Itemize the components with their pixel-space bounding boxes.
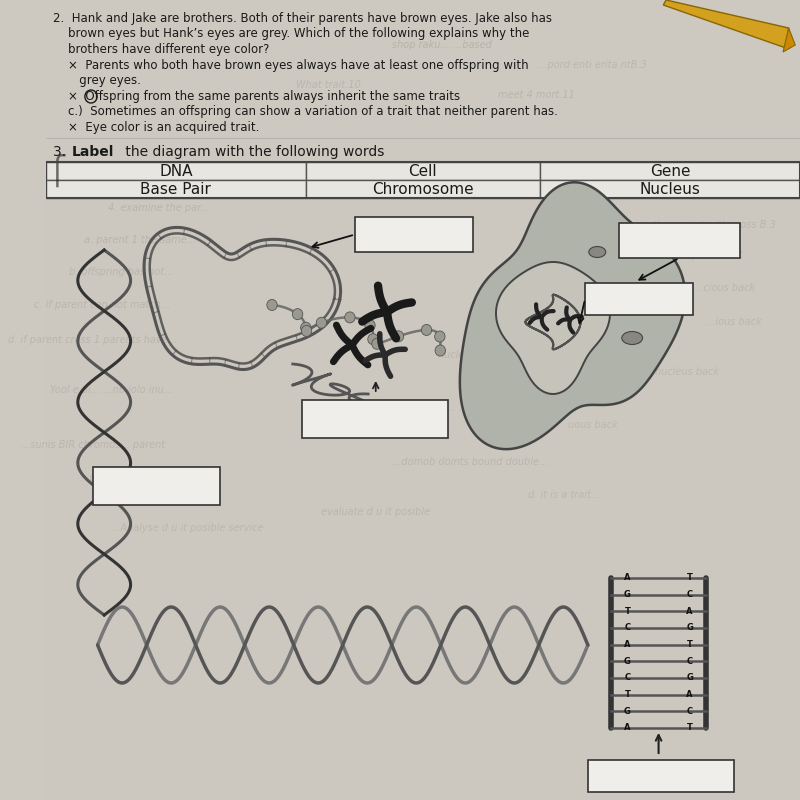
Circle shape	[435, 345, 446, 356]
Text: What trait.10: What trait.10	[296, 80, 361, 90]
Text: a. parent 1 the same...: a. parent 1 the same...	[84, 235, 196, 245]
Bar	[306, 180, 540, 198]
Text: brown eyes but Hank’s eyes are grey. Which of the following explains why the: brown eyes but Hank’s eyes are grey. Whi…	[54, 27, 530, 41]
Text: A: A	[624, 640, 630, 649]
Text: T: T	[686, 723, 693, 733]
Text: Yool e ui... ...nb iolo inu...: Yool e ui... ...nb iolo inu...	[50, 385, 174, 395]
Text: grey eyes.: grey eyes.	[54, 74, 141, 87]
Text: b. offspring has not...: b. offspring has not...	[69, 267, 174, 277]
Text: d. if parent cross 1 parents have...: d. if parent cross 1 parents have...	[8, 335, 178, 345]
Text: 3.: 3.	[54, 145, 70, 159]
Text: C: C	[625, 623, 630, 633]
Bar	[46, 198, 800, 800]
Bar	[588, 760, 734, 792]
Text: ⎧: ⎧	[46, 154, 67, 186]
Circle shape	[368, 334, 378, 345]
Bar	[540, 180, 800, 198]
Circle shape	[345, 312, 355, 323]
Text: G: G	[624, 657, 631, 666]
Bar	[306, 162, 540, 180]
Bar	[540, 162, 800, 180]
Text: G: G	[686, 674, 693, 682]
Circle shape	[302, 326, 312, 337]
Text: ...examine the parent with cross B.3: ...examine the parent with cross B.3	[598, 220, 776, 230]
Bar	[302, 400, 448, 438]
Text: A: A	[686, 690, 693, 699]
Circle shape	[372, 338, 382, 350]
Text: ...ious back: ...ious back	[706, 317, 762, 327]
Text: Cell: Cell	[409, 163, 437, 178]
Circle shape	[267, 299, 278, 310]
Text: ...domob doints bound double...: ...domob doints bound double...	[392, 457, 548, 467]
Text: C: C	[686, 657, 693, 666]
Ellipse shape	[589, 246, 606, 258]
Circle shape	[301, 322, 311, 334]
Text: 2.  Hank and Jake are brothers. Both of their parents have brown eyes. Jake also: 2. Hank and Jake are brothers. Both of t…	[54, 12, 552, 25]
Circle shape	[293, 309, 302, 320]
Bar	[93, 467, 220, 505]
Text: nucleus back: nucleus back	[655, 367, 719, 377]
Text: ...cious back: ...cious back	[694, 283, 755, 293]
Text: ...sunis BIR chromos... parent: ...sunis BIR chromos... parent	[21, 440, 165, 450]
Circle shape	[422, 325, 432, 335]
Text: c.)  Sometimes an offspring can show a variation of a trait that neither parent : c.) Sometimes an offspring can show a va…	[54, 105, 558, 118]
Text: G: G	[686, 623, 693, 633]
Text: Chromosome: Chromosome	[372, 182, 474, 197]
Text: c. if parent can not match...: c. if parent can not match...	[34, 300, 170, 310]
Text: ×  Parents who both have brown eyes always have at least one offspring with: × Parents who both have brown eyes alway…	[54, 58, 529, 71]
Circle shape	[316, 318, 326, 328]
Ellipse shape	[622, 331, 642, 345]
Polygon shape	[496, 262, 610, 394]
Text: ...pair is a trait...: ...pair is a trait...	[81, 473, 162, 483]
Bar	[355, 217, 473, 252]
Text: d. it is a trait...: d. it is a trait...	[528, 490, 601, 500]
Polygon shape	[783, 28, 795, 52]
Text: nucleus back: nucleus back	[438, 350, 502, 360]
Text: G: G	[624, 590, 631, 599]
Text: brothers have different eye color?: brothers have different eye color?	[54, 43, 270, 56]
Text: meet 4 mort.11: meet 4 mort.11	[498, 90, 574, 100]
Text: T: T	[625, 607, 630, 616]
Text: C: C	[686, 590, 693, 599]
Text: A: A	[624, 723, 630, 733]
Bar	[585, 283, 694, 315]
Text: ...Analyse d u it posible service: ...Analyse d u it posible service	[111, 523, 263, 533]
Text: T: T	[686, 574, 693, 582]
Text: A: A	[624, 574, 630, 582]
Text: Base Pair: Base Pair	[141, 182, 211, 197]
Text: ...if parents have... ...shown at nucleus be...: ...if parents have... ...shown at nucleu…	[362, 403, 578, 413]
Text: C: C	[625, 674, 630, 682]
Text: A: A	[686, 607, 693, 616]
Circle shape	[365, 320, 375, 330]
Bar	[619, 223, 740, 258]
Text: ×  Eye color is an acquired trait.: × Eye color is an acquired trait.	[54, 121, 260, 134]
Bar	[46, 162, 800, 198]
Text: DNA: DNA	[159, 163, 193, 178]
Text: uous back: uous back	[568, 420, 618, 430]
Text: Label: Label	[72, 145, 114, 159]
Polygon shape	[663, 0, 789, 48]
Text: Nucleus: Nucleus	[639, 182, 700, 197]
Text: C: C	[686, 707, 693, 716]
Text: ...only one trait: ...only one trait	[668, 250, 743, 260]
Text: shop raku... ...based: shop raku... ...based	[392, 40, 492, 50]
Text: Gene: Gene	[650, 163, 690, 178]
Bar	[46, 180, 306, 198]
Text: T: T	[686, 640, 693, 649]
Text: ×  Offspring from the same parents always inherit the same traits: × Offspring from the same parents always…	[54, 90, 461, 102]
Text: ...pord enti erita ntB.3: ...pord enti erita ntB.3	[538, 60, 647, 70]
Circle shape	[434, 331, 445, 342]
Polygon shape	[460, 182, 685, 449]
Circle shape	[394, 330, 404, 342]
Text: the diagram with the following words: the diagram with the following words	[121, 145, 385, 159]
Text: evaluate d u it posible: evaluate d u it posible	[321, 507, 430, 517]
Text: G: G	[624, 707, 631, 716]
Bar	[46, 162, 306, 180]
Text: 4. examine the par...: 4. examine the par...	[108, 203, 210, 213]
Text: T: T	[625, 690, 630, 699]
